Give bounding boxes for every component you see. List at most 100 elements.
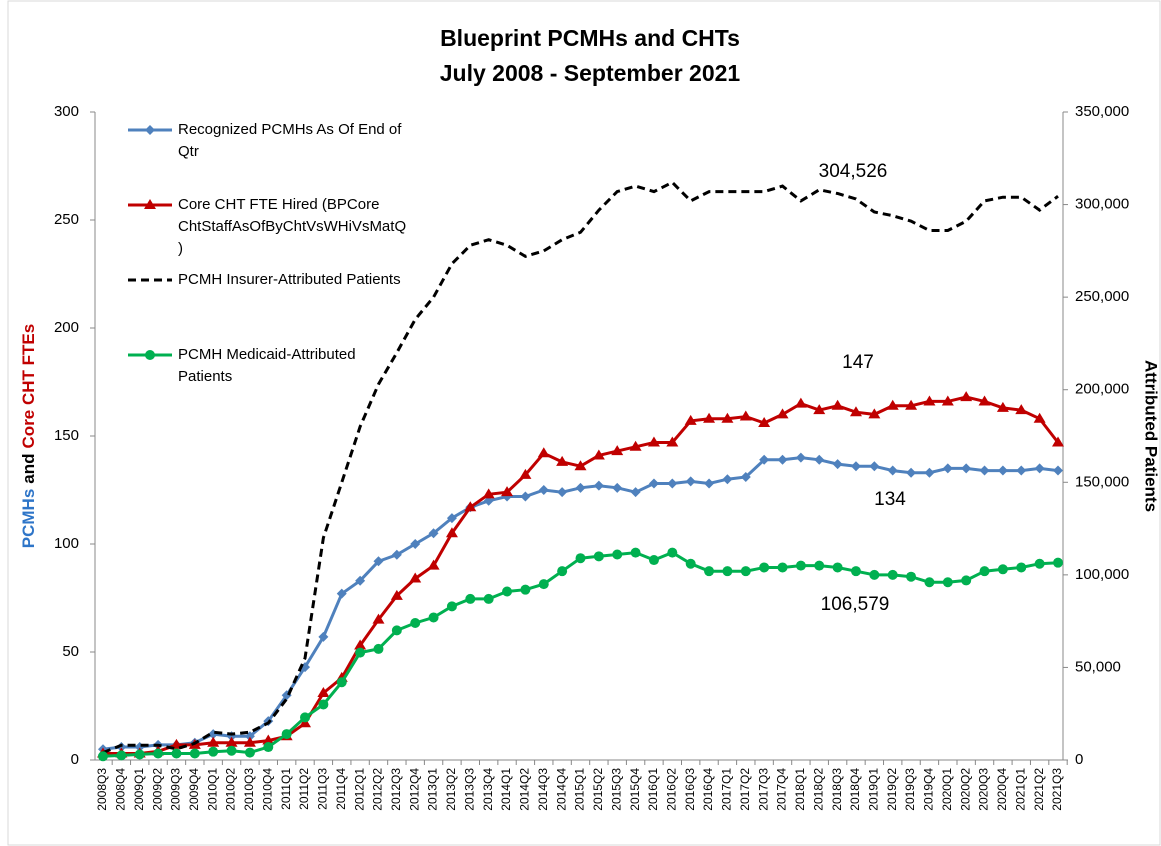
- point: [685, 476, 696, 487]
- point: [244, 747, 255, 758]
- x-tick-label: 2016Q4: [701, 768, 715, 811]
- point: [629, 440, 642, 451]
- point: [630, 487, 641, 498]
- x-tick-label: 2021Q2: [1032, 768, 1046, 811]
- y-axis-label-part: and: [19, 453, 38, 483]
- point: [145, 125, 155, 135]
- point: [116, 742, 127, 753]
- x-tick-label: 2012Q2: [371, 768, 385, 811]
- point: [1015, 404, 1028, 415]
- point: [850, 461, 861, 472]
- x-tick-label: 2012Q4: [407, 768, 421, 811]
- point: [960, 391, 973, 402]
- point: [538, 579, 549, 590]
- x-tick-label: 2015Q3: [609, 768, 623, 811]
- y-tick-label: 200: [54, 319, 79, 336]
- point: [814, 454, 825, 465]
- point: [814, 560, 825, 571]
- point: [941, 395, 954, 406]
- point: [427, 559, 440, 570]
- point: [758, 417, 771, 428]
- x-tick-label: 2017Q3: [756, 768, 770, 811]
- point: [537, 447, 550, 458]
- y2-tick-label: 0: [1075, 751, 1083, 768]
- point: [593, 480, 604, 491]
- point: [336, 677, 347, 688]
- y2-tick-label: 250,000: [1075, 288, 1129, 305]
- point: [996, 401, 1009, 412]
- point: [372, 613, 385, 624]
- x-tick-label: 2013Q2: [444, 768, 458, 811]
- x-tick-label: 2020Q4: [995, 768, 1009, 811]
- point: [647, 436, 660, 447]
- point: [703, 412, 716, 423]
- chart-title: Blueprint PCMHs and CHTs: [440, 25, 740, 51]
- point: [428, 528, 439, 539]
- x-tick-label: 2019Q1: [867, 768, 881, 811]
- point: [225, 736, 238, 747]
- point: [318, 699, 329, 710]
- point: [831, 399, 844, 410]
- y-tick-label: 100: [54, 535, 79, 552]
- point: [612, 549, 623, 560]
- x-tick-label: 2013Q1: [426, 768, 440, 811]
- x-tick-label: 2014Q4: [554, 768, 568, 811]
- annotation: 106,579: [821, 594, 890, 615]
- point: [777, 454, 788, 465]
- point: [869, 461, 880, 472]
- annotation: 147: [842, 352, 874, 373]
- point: [262, 734, 275, 745]
- x-tick-label: 2014Q1: [499, 768, 513, 811]
- x-tick-label: 2020Q2: [958, 768, 972, 811]
- point: [153, 748, 164, 759]
- x-tick-label: 2017Q2: [738, 768, 752, 811]
- point: [979, 566, 990, 577]
- point: [777, 562, 788, 573]
- y-tick-label: 0: [71, 751, 79, 768]
- x-tick-label: 2016Q3: [683, 768, 697, 811]
- point: [483, 593, 494, 604]
- point: [592, 449, 605, 460]
- point: [795, 452, 806, 463]
- x-tick-label: 2018Q2: [811, 768, 825, 811]
- point: [520, 584, 531, 595]
- point: [1053, 557, 1063, 568]
- point: [832, 459, 843, 470]
- annotation: 134: [874, 489, 906, 510]
- y-tick-label: 50: [62, 643, 79, 660]
- point: [630, 547, 641, 558]
- point: [906, 467, 917, 478]
- point: [373, 556, 384, 567]
- y-axis-label-part: PCMHs: [19, 489, 38, 549]
- point: [318, 631, 329, 642]
- point: [1016, 562, 1027, 573]
- annotation: 304,526: [819, 161, 888, 182]
- point: [722, 566, 733, 577]
- point: [942, 577, 953, 588]
- legend-label: Core CHT FTE Hired (BPCore ChtStaffAsOfB…: [178, 196, 407, 257]
- point: [667, 547, 678, 558]
- point: [868, 408, 881, 419]
- x-tick-label: 2017Q1: [720, 768, 734, 811]
- x-tick-label: 2009Q3: [169, 768, 183, 811]
- point: [978, 395, 991, 406]
- point: [355, 647, 366, 658]
- point: [134, 749, 145, 760]
- y-tick-label: 250: [54, 211, 79, 228]
- x-tick-label: 2019Q3: [903, 768, 917, 811]
- x-tick-label: 2011Q1: [279, 768, 293, 810]
- point: [740, 472, 751, 483]
- point: [667, 478, 678, 489]
- point: [1052, 436, 1064, 447]
- point: [354, 639, 367, 650]
- point: [501, 486, 514, 497]
- point: [704, 566, 715, 577]
- x-tick-label: 2008Q3: [95, 768, 109, 811]
- point: [446, 513, 457, 524]
- point: [869, 569, 880, 580]
- point: [942, 463, 953, 474]
- point: [208, 746, 219, 757]
- point: [1034, 558, 1045, 569]
- point: [263, 742, 274, 753]
- y2-axis-label: Attributed Patients: [1142, 360, 1161, 512]
